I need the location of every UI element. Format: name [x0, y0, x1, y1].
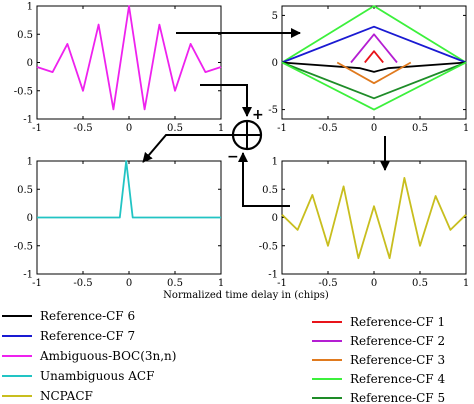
y-tick-label: 0 [27, 58, 33, 69]
legend-label: Reference-CF 3 [350, 353, 445, 367]
series-line [281, 61, 467, 73]
arrow-to-unambiguous-panel [142, 134, 232, 163]
x-tick-label: 0.5 [412, 278, 428, 289]
series-line [281, 61, 467, 111]
panel-ambiguous-boc: -1 -0.5 0 0.5 1 1 0.5 0 -0.5 -1 [14, 2, 224, 135]
legend-label: Reference-CF 6 [40, 309, 135, 323]
x-tick-label: 0 [126, 123, 132, 134]
y-tick-label: 0 [272, 58, 278, 69]
legend-label: Reference-CF 1 [350, 315, 445, 329]
x-tick-label: 0 [371, 278, 377, 289]
legend-right: Reference-CF 1 Reference-CF 2 Reference-CF… [312, 315, 445, 404]
legend-label: Ambiguous-BOC(3n,n) [39, 349, 176, 363]
y-tick-label: 0 [27, 213, 33, 224]
y-tick-label: 5 [272, 11, 278, 22]
combiner-minus-sign: − [227, 149, 239, 165]
series-line [281, 5, 467, 64]
y-tick-label: -0.5 [14, 86, 33, 97]
y-tick-label: -1 [23, 115, 33, 126]
y-tick-label: 0.5 [262, 185, 278, 196]
y-tick-label: 1 [27, 157, 33, 168]
x-axis-title: Normalized time delay in (chips) [163, 290, 329, 301]
x-tick-label: 0.5 [167, 123, 183, 134]
x-tick-label: 1 [463, 123, 469, 134]
series-line [281, 176, 467, 260]
series-line [37, 160, 221, 219]
x-tick-label: -1 [277, 278, 287, 289]
x-tick-label: -0.5 [318, 123, 337, 134]
x-tick-label: -1 [32, 123, 42, 134]
legend-label: NCPACF [40, 389, 93, 403]
x-tick-label: 1 [218, 123, 224, 134]
x-tick-label: -0.5 [73, 278, 92, 289]
series-line [350, 33, 398, 64]
x-tick-label: 0.5 [167, 278, 183, 289]
combiner-plus-sign: + [252, 107, 264, 123]
legend-label: Unambiguous ACF [40, 369, 154, 383]
y-tick-label: -0.5 [14, 241, 33, 252]
x-tick-label: 1 [218, 278, 224, 289]
x-tick-label: 0 [371, 123, 377, 134]
legend-label: Reference-CF 7 [40, 329, 135, 343]
y-tick-label: 0.5 [17, 30, 33, 41]
panel-ncpacf: -1 -0.5 0 0.5 1 1 0.5 0 -0.5 -1 [259, 157, 469, 290]
y-tick-label: -1 [268, 270, 278, 281]
x-tick-label: -0.5 [318, 278, 337, 289]
plot-frame [281, 5, 467, 120]
x-tick-label: 0 [126, 278, 132, 289]
circle-plus-icon [231, 119, 263, 151]
panel-reference-cfs: -1 -0.5 0 0.5 1 5 0 -5 [268, 5, 469, 134]
series-line [336, 61, 412, 85]
panel-unambiguous-acf: -1 -0.5 0 0.5 1 1 0.5 0 -0.5 -1 [14, 157, 224, 290]
arrow-ncpacf-to-combiner [238, 152, 290, 207]
y-tick-label: -5 [268, 105, 278, 116]
series-line [281, 61, 467, 100]
y-tick-label: 1 [27, 2, 33, 13]
y-tick-label: -0.5 [259, 241, 278, 252]
y-tick-label: 1 [272, 157, 278, 168]
x-tick-label: -1 [277, 123, 287, 134]
series-line [36, 5, 222, 111]
legend-left: Reference-CF 6 Reference-CF 7 Ambiguous-BO… [2, 309, 176, 403]
legend-label: Reference-CF 5 [350, 391, 445, 404]
plot-frame [281, 160, 467, 275]
legend-label: Reference-CF 2 [350, 334, 445, 348]
x-tick-label: -0.5 [73, 123, 92, 134]
y-tick-label: 0 [272, 213, 278, 224]
x-tick-label: 1 [463, 278, 469, 289]
x-tick-label: 0.5 [412, 123, 428, 134]
y-tick-label: 0.5 [17, 185, 33, 196]
arrow-to-combiner [200, 84, 252, 117]
series-line [281, 25, 467, 64]
legend-label: Reference-CF 4 [350, 372, 445, 386]
x-tick-label: -1 [32, 278, 42, 289]
y-tick-label: -1 [23, 270, 33, 281]
series-line [364, 50, 384, 64]
plot-frame [36, 5, 222, 120]
